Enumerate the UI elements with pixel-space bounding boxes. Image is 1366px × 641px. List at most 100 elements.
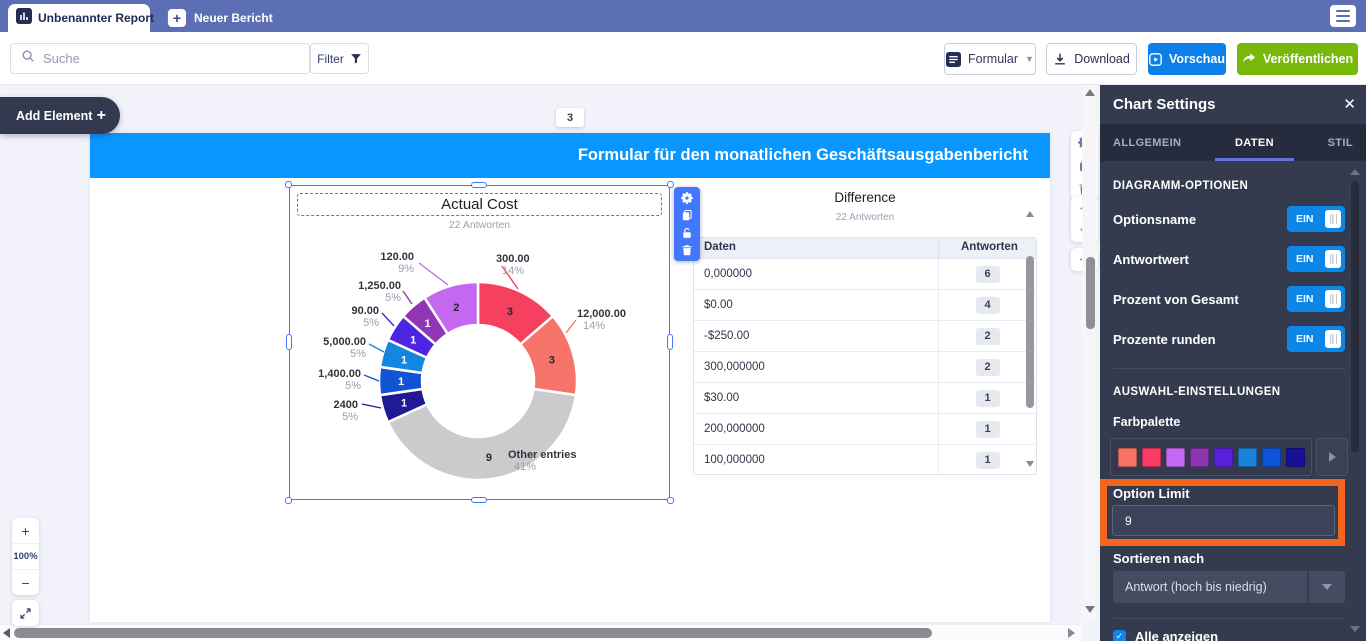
download-label: Download (1074, 52, 1130, 66)
search-box[interactable] (10, 43, 310, 74)
setting-label: Optionsname (1113, 211, 1197, 227)
hamburger-menu-icon[interactable] (1330, 5, 1356, 27)
color-swatch[interactable] (1118, 447, 1137, 467)
resize-handle-nw[interactable] (285, 181, 292, 188)
panel-scrollbar-thumb[interactable] (1351, 181, 1359, 453)
publish-button[interactable]: Veröffentlichen (1237, 43, 1358, 75)
share-arrow-icon (1242, 52, 1256, 66)
resize-handle-ne[interactable] (667, 181, 674, 188)
add-element-button[interactable]: Add Element + (0, 97, 120, 134)
zoom-level[interactable]: 100% (13, 551, 38, 562)
tab-active-report[interactable]: Unbenannter Report ⋮ (8, 4, 175, 32)
filter-button[interactable]: Filter (310, 43, 369, 74)
palette-next-button[interactable] (1316, 438, 1348, 476)
color-swatch[interactable] (1238, 447, 1257, 467)
page-header-banner[interactable]: Formular für den monatlichen Geschäftsau… (90, 133, 1050, 178)
table-body: 0,000000 6 $0.00 4 -$250.00 2 300,000000 2 $30.0… (694, 259, 1036, 474)
formular-label: Formular (968, 52, 1019, 66)
table-scrollbar[interactable] (1026, 209, 1035, 469)
resize-handle-e[interactable] (667, 334, 673, 350)
scroll-down-icon[interactable] (1085, 606, 1095, 613)
panel-tab-stil[interactable]: STIL (1327, 136, 1353, 149)
vorschau-label: Vorschau (1168, 52, 1226, 66)
sort-select-chevron[interactable] (1309, 571, 1345, 603)
toggle-knob (1325, 290, 1341, 308)
scroll-right-icon[interactable] (1068, 628, 1075, 638)
scroll-up-icon[interactable] (1085, 89, 1095, 96)
svg-text:1,250.00: 1,250.00 (358, 280, 401, 292)
resize-handle-n[interactable] (471, 182, 487, 188)
resize-handle-w[interactable] (286, 334, 292, 350)
svg-text:3: 3 (549, 354, 555, 366)
trash-icon[interactable] (681, 244, 693, 256)
table-subtitle: 22 Antworten (835, 212, 895, 223)
panel-tab-daten[interactable]: DATEN (1214, 124, 1295, 161)
resize-handle-s[interactable] (471, 497, 487, 503)
download-button[interactable]: Download (1046, 43, 1137, 75)
scroll-down-icon[interactable] (1350, 626, 1360, 632)
play-icon (1149, 52, 1162, 66)
scroll-left-icon[interactable] (3, 628, 10, 638)
show-all-checkbox[interactable]: ✓ (1113, 630, 1126, 641)
expand-icon (19, 607, 32, 620)
zoom-in-button[interactable]: + (21, 522, 30, 539)
report-icon (16, 7, 32, 29)
setting-label: Antwortwert (1113, 251, 1189, 267)
toggle-switch[interactable]: EIN (1287, 326, 1345, 352)
formular-button[interactable]: Formular ▼ (944, 43, 1036, 75)
setting-row: Prozent von Gesamt EIN (1113, 286, 1345, 312)
color-swatch[interactable] (1214, 447, 1233, 467)
panel-tabs: ALLGEMEIN DATEN STIL (1100, 124, 1366, 161)
color-swatch[interactable] (1286, 447, 1305, 467)
canvas-vertical-scrollbar[interactable] (1082, 85, 1097, 622)
chart-title-box[interactable]: Actual Cost (297, 193, 662, 216)
gear-icon[interactable] (681, 192, 693, 205)
toggle-switch[interactable]: EIN (1287, 286, 1345, 312)
toggle-switch[interactable]: EIN (1287, 206, 1345, 232)
panel-tab-allgemein[interactable]: ALLGEMEIN (1113, 136, 1182, 149)
canvas-hscrollbar-thumb[interactable] (14, 628, 932, 638)
donut-chart-widget[interactable]: Actual Cost 22 Antworten 3 300.00 14% 3 12,0… (285, 181, 674, 504)
toggle-knob (1325, 330, 1341, 348)
color-swatch[interactable] (1262, 447, 1281, 467)
search-input[interactable] (43, 51, 299, 66)
svg-text:9: 9 (486, 452, 492, 464)
column-header-antworten: Antworten (961, 241, 1018, 253)
vorschau-button[interactable]: Vorschau (1148, 43, 1226, 75)
table-widget[interactable]: Difference 22 Antworten Daten Antworten … (693, 185, 1037, 475)
active-tab-label: Unbenannter Report (38, 11, 155, 25)
new-report-tab[interactable]: + Neuer Bericht (158, 4, 283, 32)
sort-select[interactable]: Antwort (hoch bis niedrig) (1113, 571, 1307, 603)
duplicate-icon[interactable] (681, 209, 693, 221)
color-swatch[interactable] (1166, 447, 1185, 467)
scroll-down-icon[interactable] (1026, 461, 1034, 467)
table-row: 300,000000 2 (694, 352, 1036, 383)
zoom-out-button[interactable]: − (21, 574, 30, 591)
resize-handle-se[interactable] (667, 497, 674, 504)
unlock-icon[interactable] (681, 227, 693, 239)
scroll-up-icon[interactable] (1350, 169, 1360, 175)
cell-antworten-badge: 6 (975, 265, 1000, 283)
column-header-daten: Daten (694, 238, 939, 258)
setting-label: Prozente runden (1113, 331, 1216, 347)
svg-text:1: 1 (401, 398, 407, 410)
canvas-vscrollbar-thumb[interactable] (1086, 257, 1095, 329)
toggle-switch[interactable]: EIN (1287, 246, 1345, 272)
toggle-knob (1325, 210, 1341, 228)
option-limit-input[interactable] (1112, 505, 1335, 536)
cell-antworten-badge: 1 (975, 389, 1000, 407)
scroll-up-icon[interactable] (1026, 211, 1034, 217)
cell-daten: -$250.00 (694, 321, 939, 351)
close-icon[interactable]: ✕ (1343, 96, 1356, 113)
fullscreen-button[interactable] (12, 600, 39, 626)
resize-handle-sw[interactable] (285, 497, 292, 504)
svg-text:300.00: 300.00 (496, 253, 530, 265)
color-swatch[interactable] (1190, 447, 1209, 467)
svg-text:Other entries: Other entries (508, 449, 576, 461)
table-row: -$250.00 2 (694, 321, 1036, 352)
color-swatch[interactable] (1142, 447, 1161, 467)
sort-select-value: Antwort (hoch bis niedrig) (1125, 580, 1267, 594)
table-scrollbar-thumb[interactable] (1026, 256, 1034, 408)
svg-text:1: 1 (401, 354, 407, 366)
svg-text:2: 2 (453, 302, 459, 314)
